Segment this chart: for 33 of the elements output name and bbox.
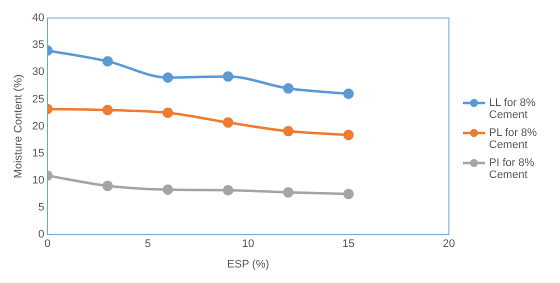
point [102,180,113,192]
point [162,72,174,83]
x-tick-label: 5 [144,238,151,250]
point [162,184,174,195]
point [222,184,234,196]
point [283,187,294,198]
legend-label: PI for 8% Cement [489,156,536,180]
y-tick-label: 20 [32,120,44,132]
point [283,83,294,94]
legend-label: PL for 8% Cement [489,126,538,150]
point [222,71,234,82]
point [102,56,113,67]
point [102,104,113,116]
point [162,108,174,118]
x-tick-label: 15 [342,238,355,250]
y-axis-title: Moisture Content (%) [12,74,25,178]
x-axis-title: ESP (%) [227,258,270,270]
x-tick-label: 10 [242,238,254,250]
point [343,130,354,140]
y-tick-label: 15 [32,147,44,160]
y-tick-label: 10 [32,174,44,186]
y-tick-label: 35 [32,39,44,52]
y-tick-label: 0 [38,228,44,241]
x-tick-label: 20 [442,238,456,250]
y-tick-label: 25 [32,93,44,106]
y-tick-label: 40 [32,12,44,24]
point [343,88,354,100]
point [283,126,294,136]
y-tick-label: 30 [32,66,44,78]
legend-label: LL for 8% Cement [489,96,537,120]
point [222,117,234,128]
y-tick-label: 5 [38,202,44,214]
point [343,188,354,200]
